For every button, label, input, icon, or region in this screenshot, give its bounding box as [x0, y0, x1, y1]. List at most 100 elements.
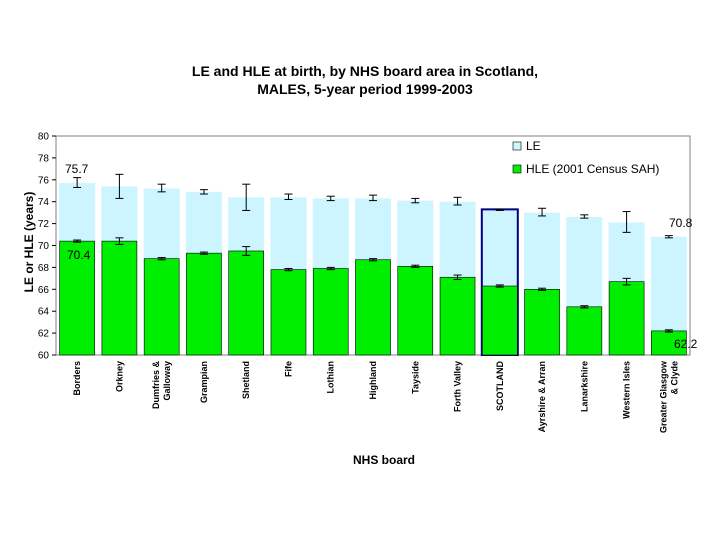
x-tick-label-tayside: Tayside — [410, 361, 420, 394]
y-tick-label: 70 — [38, 241, 50, 252]
bar-hle-lanarkshire — [566, 306, 603, 356]
errorbar-le-scotland — [495, 208, 504, 211]
x-tick-label-lothian: Lothian — [326, 361, 336, 394]
errorbar-le-western-isles — [622, 211, 631, 233]
annotation-borders-hle: 70.4 — [67, 248, 91, 262]
x-tick-label-scotland: SCOTLAND — [495, 361, 505, 411]
errorbar-hle-borders — [73, 239, 82, 243]
errorbar-hle-tayside — [411, 264, 420, 268]
errorbar-le-dumfries-and-galloway — [157, 183, 166, 193]
bar-hle-western-isles — [608, 281, 645, 356]
bar-hle-ayrshire-and-arran — [524, 288, 560, 356]
chart-title-line1: LE and HLE at birth, by NHS board area i… — [191, 63, 539, 79]
errorbar-le-grampian — [199, 189, 208, 195]
chart-title-line2: MALES, 5-year period 1999-2003 — [257, 81, 473, 97]
errorbar-hle-shetland — [242, 246, 251, 256]
y-tick-label: 76 — [38, 175, 50, 186]
y-tick-label: 78 — [38, 153, 50, 164]
x-tick-label-line: Western Isles — [622, 361, 632, 419]
x-tick-label-line: Orkney — [114, 361, 124, 392]
annotation-glasgow-le: 70.8 — [669, 216, 693, 230]
errorbar-le-orkney — [115, 173, 124, 199]
legend-label-le: LE — [526, 139, 541, 153]
y-tick-label: 74 — [38, 197, 50, 208]
plot-area: 60 62 64 66 68 70 72 74 76 78 80 Borders Orkney Dumfr… — [38, 132, 691, 433]
errorbar-le-tayside — [411, 197, 420, 204]
bar-hle-shetland — [228, 250, 264, 356]
bar-hle-borders — [59, 240, 95, 356]
x-tick-label-line: Fife — [283, 361, 293, 377]
legend-label-hle: HLE (2001 Census SAH) — [526, 162, 659, 176]
x-tick-label-line: & Clyde — [669, 361, 679, 395]
x-tick-label-line: Tayside — [410, 361, 420, 394]
x-tick-label-shetland: Shetland — [241, 361, 251, 399]
y-tick-label: 66 — [38, 285, 50, 296]
x-tick-label-ayrshire-and-arran: Ayrshire & Arran — [537, 361, 547, 432]
legend-swatch-le — [512, 141, 522, 151]
x-tick-label-line: Dumfries & — [151, 361, 161, 410]
errorbar-hle-dumfries-and-galloway — [157, 257, 166, 261]
x-tick-label-line: Grampian — [199, 361, 209, 403]
x-tick-label-line: Galloway — [162, 361, 172, 401]
errorbar-hle-forth-valley — [453, 274, 462, 280]
errorbar-hle-greater-glasgow-and-clyde — [664, 329, 673, 333]
x-tick-label-line: Greater Glasgow — [658, 360, 668, 433]
x-axis-label: NHS board — [353, 453, 415, 467]
bar-hle-tayside — [397, 266, 434, 356]
errorbar-le-lanarkshire — [580, 214, 589, 219]
x-tick-label-line: Shetland — [241, 361, 251, 399]
x-tick-label-line: Borders — [72, 361, 82, 396]
x-tick-label-highland: Highland — [368, 361, 378, 400]
errorbar-hle-fife — [284, 267, 293, 272]
errorbar-le-greater-glasgow-and-clyde — [664, 235, 673, 239]
bar-hle-fife — [270, 269, 307, 356]
y-tick-label: 60 — [38, 351, 50, 362]
y-tick-label: 64 — [38, 307, 50, 318]
bar-hle-greater-glasgow-and-clyde — [651, 330, 687, 356]
bar-hle-lothian — [312, 268, 349, 356]
x-tick-label-greater-glasgow-and-clyde: Greater Glasgow& Clyde — [658, 360, 679, 433]
annotations: 75.7 70.4 70.8 62.2 — [65, 162, 698, 351]
errorbar-le-lothian — [326, 195, 335, 202]
errorbar-le-shetland — [242, 183, 251, 211]
errorbar-hle-lothian — [326, 266, 335, 271]
errorbar-le-ayrshire-and-arran — [538, 207, 547, 217]
x-tick-label-line: Ayrshire & Arran — [537, 361, 547, 432]
errorbar-hle-highland — [369, 258, 377, 262]
annotation-glasgow-hle: 62.2 — [674, 337, 698, 351]
annotation-borders-le: 75.7 — [65, 162, 89, 176]
errorbar-le-borders — [73, 177, 82, 188]
errorbar-hle-lanarkshire — [580, 305, 589, 309]
legend-swatch-hle — [512, 164, 522, 174]
y-tick-label: 72 — [38, 219, 50, 230]
bar-hle-dumfries-and-galloway — [143, 258, 180, 356]
errorbar-hle-western-isles — [622, 277, 631, 286]
x-tick-label-lanarkshire: Lanarkshire — [579, 361, 589, 412]
x-tick-label-forth-valley: Forth Valley — [453, 361, 463, 412]
x-tick-label-line: Lothian — [326, 361, 336, 394]
x-tick-label-line: Forth Valley — [453, 361, 463, 412]
bar-hle-grampian — [186, 252, 222, 356]
x-tick-label-line: Lanarkshire — [579, 361, 589, 412]
errorbar-hle-grampian — [199, 251, 208, 255]
x-tick-label-borders: Borders — [72, 361, 82, 396]
y-axis-label: LE or HLE (years) — [22, 192, 36, 293]
x-tick-label-line: Highland — [368, 361, 378, 400]
x-tick-label-grampian: Grampian — [199, 361, 209, 403]
errorbar-hle-ayrshire-and-arran — [538, 287, 547, 291]
errorbar-le-highland — [369, 194, 377, 202]
legend: LE HLE (2001 Census SAH) — [512, 139, 659, 176]
x-tick-label-western-isles: Western Isles — [622, 361, 632, 419]
x-tick-label-dumfries-and-galloway: Dumfries &Galloway — [151, 361, 172, 410]
errorbar-le-fife — [284, 193, 293, 201]
errorbar-hle-scotland — [495, 284, 504, 288]
y-tick-label: 68 — [38, 263, 50, 274]
bar-hle-forth-valley — [439, 276, 476, 356]
y-tick-label: 80 — [38, 132, 50, 143]
errorbar-hle-orkney — [115, 237, 124, 245]
x-tick-label-fife: Fife — [283, 361, 293, 377]
x-tick-label-orkney: Orkney — [114, 361, 124, 392]
y-tick-label: 62 — [38, 329, 50, 340]
bar-hle-scotland — [481, 285, 518, 356]
